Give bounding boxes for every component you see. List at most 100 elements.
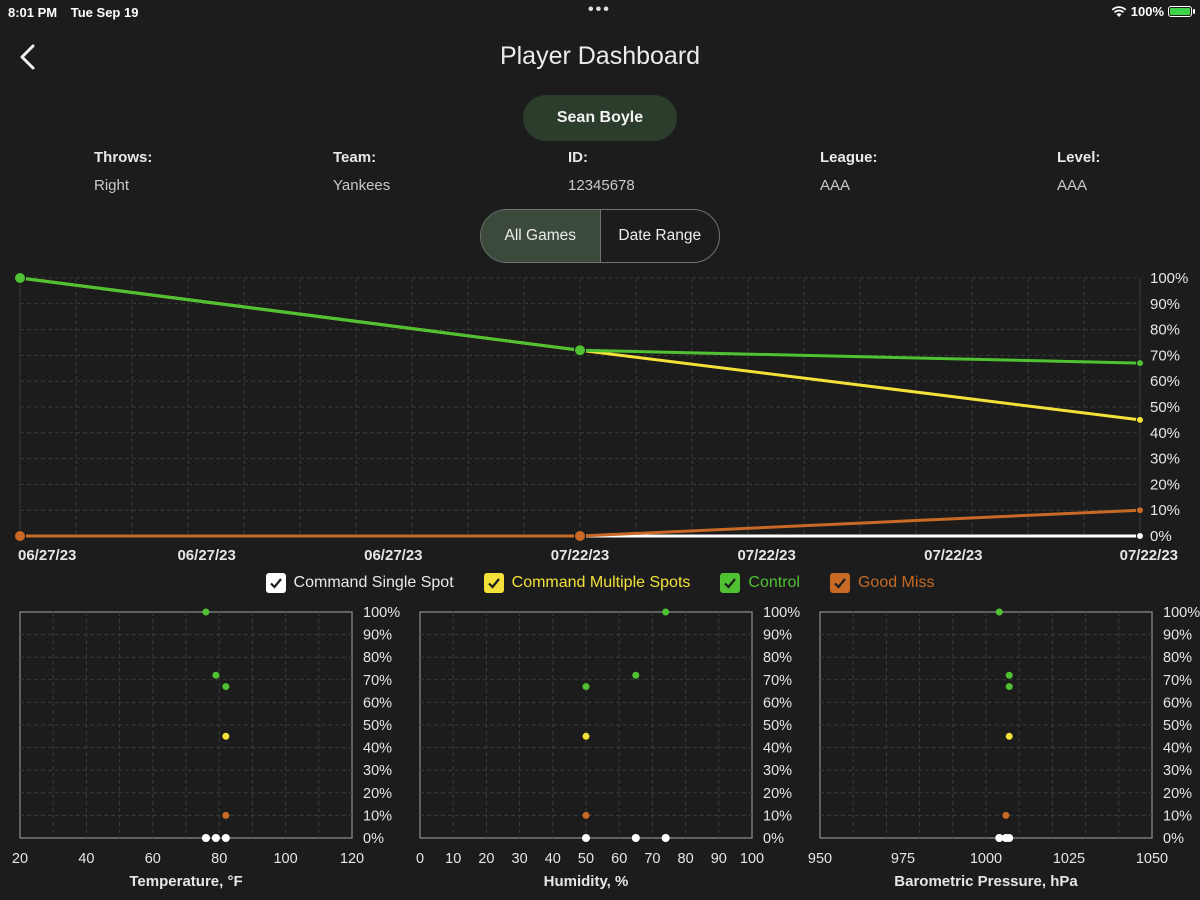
legend-control[interactable]: Control — [720, 573, 800, 593]
info-value: Right — [94, 177, 130, 194]
y-tick-label: 90% — [1163, 628, 1192, 644]
info-id: ID: 12345678 — [568, 149, 635, 194]
y-tick-label: 10% — [763, 808, 792, 824]
data-point — [202, 608, 210, 616]
legend-command-multiple-spots[interactable]: Command Multiple Spots — [483, 573, 691, 593]
status-bar: 8:01 PM Tue Sep 19 ••• 100% — [0, 0, 1200, 24]
x-tick-label: 20 — [478, 851, 494, 867]
y-tick-label: 100% — [1150, 270, 1188, 287]
x-axis-label: Barometric Pressure, hPa — [894, 873, 1078, 890]
y-tick-label: 90% — [1150, 296, 1180, 313]
x-tick-label: 07/22/23 — [737, 547, 795, 564]
data-point — [582, 834, 590, 842]
x-axis-label: Humidity, % — [544, 873, 629, 890]
data-point — [661, 834, 670, 842]
x-tick-label: 06/27/23 — [364, 547, 422, 564]
x-tick-label: 950 — [808, 851, 832, 867]
data-point — [14, 530, 26, 542]
data-point — [1136, 532, 1144, 540]
y-tick-label: 0% — [1150, 528, 1172, 545]
x-tick-label: 07/22/23 — [1120, 547, 1178, 564]
y-tick-label: 80% — [1163, 650, 1192, 666]
data-point — [222, 732, 230, 740]
y-tick-label: 20% — [763, 786, 792, 802]
y-tick-label: 50% — [1163, 718, 1192, 734]
data-point — [1136, 415, 1144, 424]
y-tick-label: 30% — [363, 763, 392, 779]
data-point — [1136, 506, 1144, 515]
tab-date-range[interactable]: Date Range — [599, 210, 720, 262]
checkbox-icon[interactable] — [483, 573, 504, 593]
y-tick-label: 90% — [763, 628, 792, 644]
x-tick-label: 20 — [12, 851, 28, 867]
data-point — [211, 834, 220, 842]
data-point — [632, 671, 640, 679]
data-point — [1005, 834, 1014, 842]
y-tick-label: 50% — [763, 718, 792, 734]
chart-legend: Command Single Spot Command Multiple Spo… — [0, 573, 1200, 593]
x-tick-label: 40 — [545, 851, 561, 867]
data-point — [201, 834, 210, 842]
info-value: 12345678 — [568, 177, 635, 194]
data-point — [1005, 671, 1013, 679]
info-label: League: — [820, 149, 878, 166]
x-tick-label: 10 — [445, 851, 461, 867]
page-title: Player Dashboard — [499, 42, 701, 70]
checkbox-icon[interactable] — [265, 573, 286, 593]
y-tick-label: 20% — [1163, 786, 1192, 802]
checkbox-icon[interactable] — [829, 573, 850, 593]
x-tick-label: 80 — [678, 851, 694, 867]
legend-label: Good Miss — [857, 574, 935, 591]
info-team: Team: Yankees — [333, 149, 390, 194]
y-tick-label: 20% — [1150, 476, 1180, 493]
y-tick-label: 40% — [763, 741, 792, 757]
y-tick-label: 50% — [1150, 399, 1180, 416]
y-tick-label: 80% — [1150, 322, 1180, 339]
y-tick-label: 70% — [763, 673, 792, 689]
checkbox-icon[interactable] — [720, 573, 741, 593]
multitasking-dots-icon[interactable]: ••• — [588, 1, 611, 18]
info-value: AAA — [820, 177, 851, 194]
info-level: Level: AAA — [1057, 149, 1100, 194]
back-button[interactable] — [14, 40, 44, 74]
y-tick-label: 40% — [1163, 741, 1192, 757]
info-label: Team: — [333, 149, 377, 166]
x-tick-label: 06/27/23 — [18, 547, 76, 564]
legend-label: Command Single Spot — [293, 574, 454, 591]
y-tick-label: 100% — [763, 605, 800, 621]
y-tick-label: 20% — [363, 786, 392, 802]
game-filter-segmented-control: All Games Date Range — [480, 209, 720, 263]
info-label: ID: — [568, 149, 588, 166]
info-value: Yankees — [333, 177, 391, 194]
x-tick-label: 60 — [611, 851, 627, 867]
x-tick-label: 0 — [416, 851, 424, 867]
y-tick-label: 0% — [363, 831, 384, 847]
x-tick-label: 50 — [578, 851, 594, 867]
y-tick-label: 50% — [363, 718, 392, 734]
data-point — [212, 671, 220, 679]
info-league: League: AAA — [820, 149, 878, 194]
status-time: 8:01 PM — [8, 5, 58, 20]
y-tick-label: 10% — [363, 808, 392, 824]
data-point — [582, 732, 590, 740]
x-tick-label: 100 — [740, 851, 764, 867]
legend-good-miss[interactable]: Good Miss — [829, 573, 935, 593]
y-tick-label: 0% — [763, 831, 784, 847]
data-point — [221, 834, 230, 842]
player-name-button[interactable]: Sean Boyle — [523, 95, 677, 141]
tab-all-games[interactable]: All Games — [481, 210, 600, 262]
y-tick-label: 60% — [363, 695, 392, 711]
info-throws: Throws: Right — [94, 149, 152, 194]
data-point — [1136, 359, 1144, 368]
legend-label: Command Multiple Spots — [511, 574, 691, 591]
legend-command-single-spot[interactable]: Command Single Spot — [265, 573, 454, 593]
x-tick-label: 07/22/23 — [924, 547, 982, 564]
humidity-scatter-chart: 100% 90% 80% 70% 60% 50% 40% 30% 20% 10% 0% 0 10 20 30… — [416, 605, 800, 890]
y-tick-label: 30% — [1150, 451, 1180, 468]
y-tick-label: 60% — [1163, 695, 1192, 711]
y-tick-label: 40% — [1150, 425, 1180, 442]
data-point — [1005, 683, 1013, 691]
info-label: Throws: — [94, 149, 153, 166]
data-point — [1002, 811, 1010, 819]
wifi-icon — [1111, 5, 1127, 17]
